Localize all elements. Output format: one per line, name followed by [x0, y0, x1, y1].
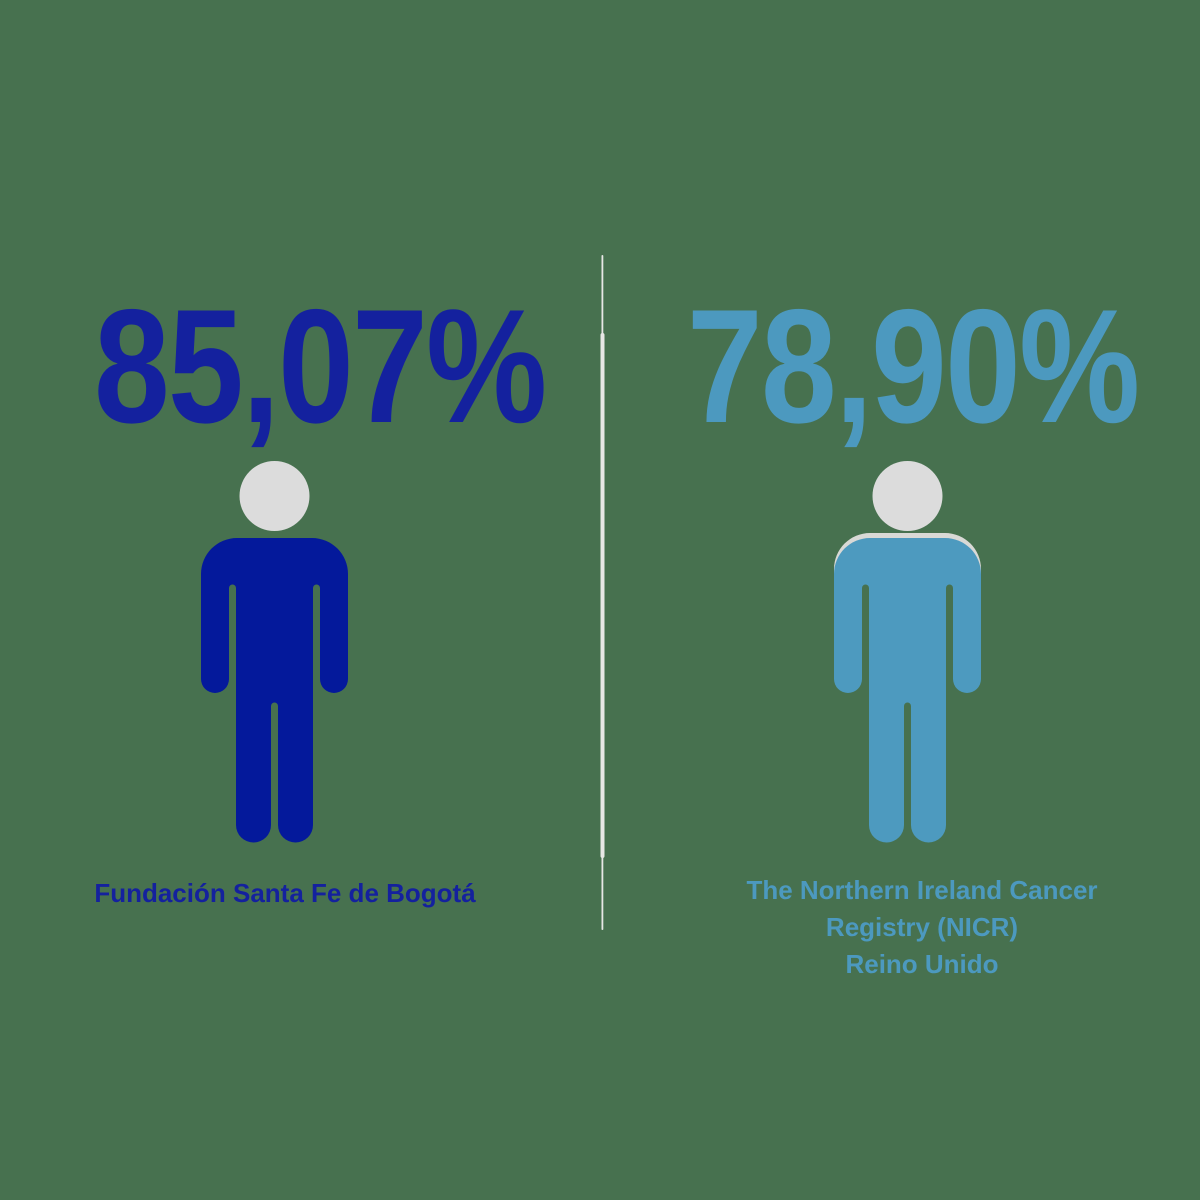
right-source-label-line2: Registry (NICR) — [825, 912, 1019, 942]
right-source-label: The Northern Ireland Cancer Registry (NI… — [622, 872, 1200, 983]
divider-main-line — [600, 333, 605, 858]
left-percentage-value: 85,07% — [0, 286, 640, 448]
person-head-left — [239, 461, 310, 531]
left-source-label: Fundación Santa Fe de Bogotá — [94, 878, 476, 908]
right-source-label-line3: Reino Unido — [845, 949, 999, 979]
right-percentage-text: 78,90% — [687, 276, 1140, 457]
person-icon-right — [834, 461, 981, 843]
right-source-label-line1: The Northern Ireland Cancer — [746, 875, 1098, 905]
person-head-right — [872, 461, 943, 531]
person-icon-left — [201, 461, 348, 843]
person-body-right — [834, 538, 981, 843]
person-body-left — [201, 538, 348, 843]
vertical-divider — [600, 255, 605, 930]
right-percentage-value: 78,90% — [593, 286, 1200, 448]
left-percentage-text: 85,07% — [94, 276, 547, 457]
